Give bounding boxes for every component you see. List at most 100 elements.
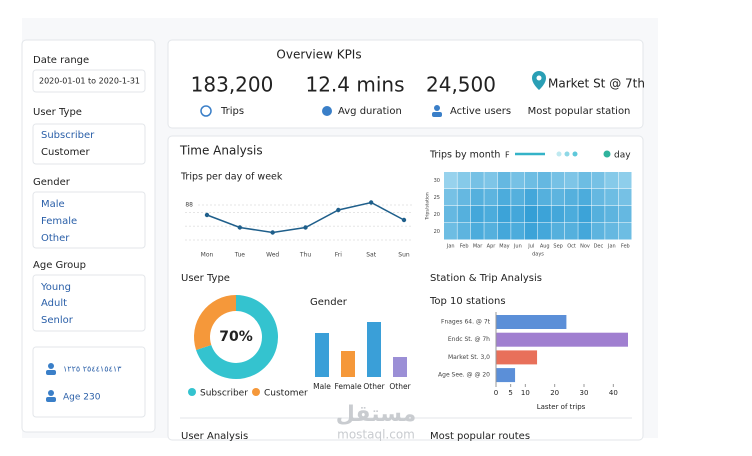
section-title: Time Analysis: [179, 144, 263, 158]
heat-cell: [578, 206, 592, 223]
heat-cell: [524, 206, 538, 223]
select: [32, 123, 146, 165]
heat-cell: [524, 223, 538, 240]
heat-cell: [605, 223, 619, 240]
icon: [322, 106, 332, 116]
legend-dot: [188, 388, 196, 396]
heat-cell: [605, 189, 619, 206]
point: [204, 212, 210, 218]
heat-cell: [497, 206, 511, 223]
kpi-title: Overview KPIs: [276, 48, 361, 62]
bar: [496, 332, 628, 347]
heat-cell: [618, 223, 632, 240]
heat-cell: [511, 206, 525, 223]
x-tick-label: Sep: [553, 244, 562, 250]
heat-cell: [618, 189, 632, 206]
heat-cell: [564, 206, 578, 223]
x-tick-label: Mon: [201, 252, 214, 259]
heat-cell: [538, 189, 551, 206]
x-tick-label: Other: [389, 382, 411, 391]
pin-icon: [536, 75, 542, 81]
heat-cell: [457, 206, 471, 223]
heat-cell: [618, 172, 632, 189]
heat-cell: [591, 206, 605, 223]
x-tick-label: 40: [609, 389, 618, 397]
option[interactable]: Female: [41, 216, 77, 227]
x-tick-label: Jan: [446, 244, 455, 250]
select: [32, 191, 146, 249]
legend-dot: [564, 151, 570, 157]
heat-cell: [497, 223, 511, 240]
option[interactable]: Other: [41, 233, 70, 244]
x-tick-label: Fri: [335, 252, 342, 259]
legend-dot: [572, 151, 578, 157]
heat-cell: [484, 189, 498, 206]
x-tick-label: 5: [508, 389, 512, 397]
heat-cell: [470, 223, 484, 240]
user-box: [32, 346, 146, 418]
bar: [393, 357, 407, 377]
legend-label: F: [505, 151, 510, 160]
kpi-label: Active users: [450, 106, 511, 117]
heat-cell: [605, 172, 619, 189]
y-tick-label: 30: [434, 178, 440, 184]
heat-cell: [551, 206, 565, 223]
heat-cell: [564, 189, 578, 206]
y-axis-label: Trips/station: [425, 192, 431, 221]
user-icon: [48, 363, 54, 369]
point: [270, 230, 275, 235]
heat-cell: [524, 172, 538, 189]
donut-slice: [196, 295, 278, 379]
option[interactable]: Male: [41, 199, 65, 210]
x-axis-label: days: [532, 252, 544, 258]
bar: [496, 315, 567, 329]
chart-title: Top 10 stations: [429, 296, 506, 307]
heat-cell: [470, 206, 484, 223]
y-tick-label: 88: [185, 202, 193, 209]
option[interactable]: Subscriber: [41, 130, 95, 141]
donut-slice: [194, 295, 236, 350]
icon: [432, 112, 442, 117]
heat-cell: [457, 172, 471, 189]
option[interactable]: Senlor: [41, 315, 74, 326]
x-tick-label: 10: [521, 389, 530, 397]
date-input[interactable]: [32, 69, 146, 93]
option[interactable]: Young: [40, 282, 71, 293]
legend-label: Subscriber: [200, 389, 248, 399]
x-tick-label: Aug: [540, 244, 550, 250]
heat-cell: [470, 172, 484, 189]
x-tick-label: Jan: [607, 244, 616, 250]
user-icon: [46, 397, 56, 402]
x-tick-label: Oct: [567, 244, 576, 250]
option[interactable]: Adult: [41, 298, 67, 309]
x-tick-label: Feb: [460, 244, 469, 250]
watermark: مستقل: [336, 402, 416, 427]
legend-dot: [556, 151, 562, 157]
x-tick-label: Jun: [513, 244, 522, 250]
heat-cell: [578, 172, 592, 189]
heat-cell: [511, 223, 525, 240]
heat-cell: [564, 172, 578, 189]
heat-cell: [484, 206, 498, 223]
heat-cell: [591, 223, 605, 240]
heat-cell: [444, 206, 457, 223]
select: [32, 274, 146, 332]
user-text: ٢٥٤٤١٥٤١٣ ١٢٢٥: [63, 365, 122, 374]
kpi-label: Avg duration: [338, 106, 402, 117]
heat-cell: [511, 189, 525, 206]
bar: [496, 368, 516, 383]
x-tick-label: May: [499, 244, 509, 250]
x-tick-label: Jul: [527, 244, 534, 250]
heat-cell: [444, 172, 457, 189]
center-label: 70%: [219, 329, 253, 345]
heat-cell: [457, 223, 471, 240]
x-tick-label: Thu: [299, 252, 311, 259]
y-tick-label: Fnages 64. @ 7t: [441, 319, 491, 326]
watermark: mostaql.com: [337, 428, 415, 442]
kpi-value: Market St @ 7th: [548, 77, 645, 91]
option[interactable]: Customer: [41, 147, 90, 158]
chart-title: Trips by month: [429, 150, 500, 161]
heat-cell: [538, 223, 551, 240]
